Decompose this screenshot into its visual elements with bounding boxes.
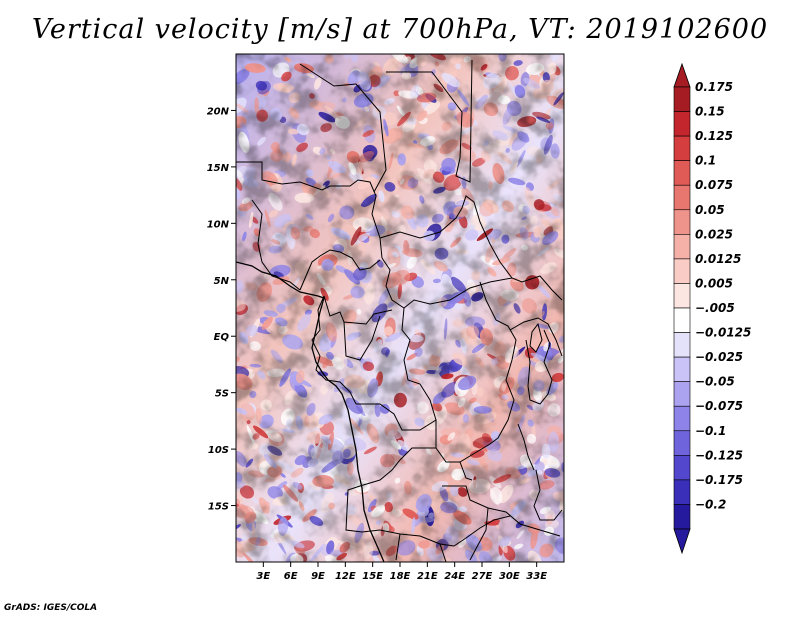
longitude-axis: 3E 6E 9E 12E 15E 18E 21E 24E 27E 30E 33E [256, 562, 547, 582]
colorbar-segment [673, 455, 691, 481]
colorbar: 0.175 0.15 0.125 0.1 0.075 0.05 0.025 0.0125 0.0… [673, 62, 751, 555]
colorbar-segment [673, 381, 691, 407]
lon-tick-label: 27E [472, 571, 493, 582]
colorbar-segment [673, 356, 691, 382]
colorbar-label: 0.175 [695, 80, 733, 94]
colorbar-segment [673, 111, 691, 137]
colorbar-label: 0.075 [695, 178, 733, 192]
lon-tick-label: 9E [311, 571, 325, 582]
colorbar-label: 0.0125 [695, 252, 741, 266]
colorbar-bottom-tip [673, 528, 691, 555]
colorbar-label: 0.15 [695, 105, 725, 119]
lon-tick-label: 24E [444, 571, 465, 582]
lat-tick-label: 20N [207, 106, 230, 117]
lon-tick-label: 21E [417, 571, 438, 582]
lat-tick-label: EQ [214, 332, 230, 343]
colorbar-label: −.005 [695, 301, 735, 315]
colorbar-label: −0.0125 [695, 326, 751, 340]
lat-tick-label: 15N [207, 163, 230, 174]
lon-tick-label: 3E [256, 571, 270, 582]
colorbar-segment [673, 258, 691, 284]
lat-tick-label: 10N [207, 219, 230, 230]
colorbar-segment [673, 135, 691, 161]
colorbar-label: 0.1 [695, 154, 716, 168]
colorbar-segment [673, 234, 691, 260]
colorbar-label: 0.005 [695, 276, 733, 290]
colorbar-label: −0.175 [695, 473, 743, 487]
colorbar-segment [673, 332, 691, 358]
lon-tick-label: 30E [499, 571, 520, 582]
colorbar-label: 0.025 [695, 227, 733, 241]
lat-tick-label: 5N [214, 276, 230, 287]
colorbar-segment [673, 184, 691, 211]
lon-tick-label: 18E [390, 571, 411, 582]
grads-credit: GrADS: IGES/COLA [4, 603, 98, 613]
colorbar-segment [673, 86, 691, 112]
lat-tick-label: 10S [208, 445, 229, 456]
colorbar-label: −0.05 [695, 375, 735, 389]
velocity-field [236, 54, 564, 562]
country-borders [236, 59, 563, 562]
plot-title: Vertical velocity [m/s] at 700hPa, VT: 2… [31, 14, 769, 45]
latitude-axis: 20N 15N 10N 5N EQ 5S 10S 15S [207, 106, 236, 513]
colorbar-segment [673, 504, 691, 530]
colorbar-top-tip [673, 62, 691, 88]
colorbar-segment [673, 283, 691, 309]
colorbar-segment [673, 160, 691, 186]
colorbar-segment [673, 307, 691, 333]
colorbar-label: −0.075 [695, 399, 743, 413]
lat-tick-label: 5S [215, 389, 229, 400]
lon-tick-label: 12E [335, 571, 356, 582]
colorbar-segment [673, 209, 691, 235]
colorbar-segment [673, 405, 691, 432]
colorbar-label: 0.125 [695, 129, 733, 143]
colorbar-segment [673, 479, 691, 505]
lat-tick-label: 15S [208, 502, 229, 513]
colorbar-label: −0.125 [695, 448, 743, 462]
colorbar-label: −0.1 [695, 424, 726, 438]
lon-tick-label: 33E [526, 571, 547, 582]
colorbar-label: −0.025 [695, 350, 743, 364]
colorbar-label: 0.05 [695, 203, 725, 217]
lon-tick-label: 15E [362, 571, 383, 582]
colorbar-label: −0.2 [695, 497, 726, 511]
lon-tick-label: 6E [284, 571, 298, 582]
colorbar-segment [673, 430, 691, 456]
coastline [236, 261, 385, 562]
